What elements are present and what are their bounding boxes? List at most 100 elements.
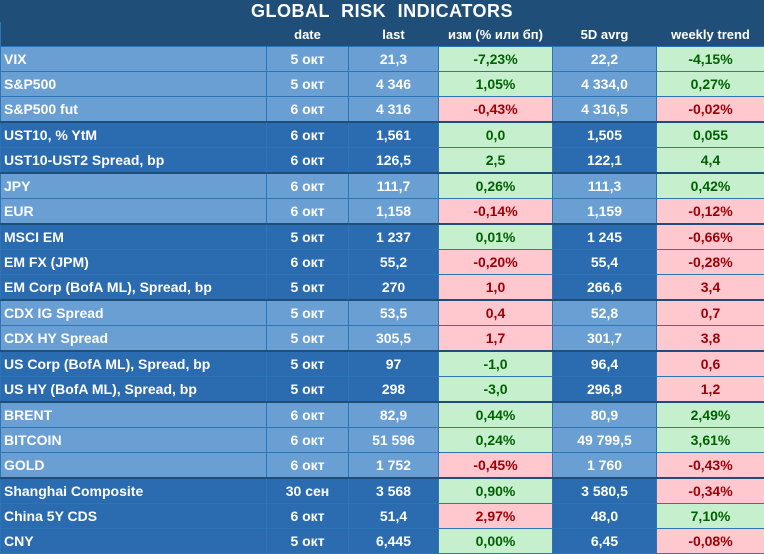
date-cell: 30 сен xyxy=(267,478,349,504)
date-cell: 6 окт xyxy=(267,97,349,123)
last-value: 6,445 xyxy=(349,529,439,554)
header-last: last xyxy=(349,22,439,47)
date-cell: 6 окт xyxy=(267,122,349,148)
date-cell: 6 окт xyxy=(267,428,349,453)
5d-average-value: 1,505 xyxy=(553,122,657,148)
weekly-trend-value: -0,28% xyxy=(657,250,764,275)
date-cell: 5 окт xyxy=(267,72,349,97)
5d-average-value: 1 760 xyxy=(553,453,657,479)
indicator-name: EM FX (JPM) xyxy=(1,250,267,275)
change-value: -0,43% xyxy=(439,97,553,123)
weekly-trend-value: 4,4 xyxy=(657,148,764,174)
change-value: 1,7 xyxy=(439,326,553,352)
indicator-name: UST10-UST2 Spread, bp xyxy=(1,148,267,174)
weekly-trend-value: 0,27% xyxy=(657,72,764,97)
indicator-name: CDX HY Spread xyxy=(1,326,267,352)
5d-average-value: 80,9 xyxy=(553,402,657,428)
weekly-trend-value: 1,2 xyxy=(657,377,764,403)
change-value: 0,4 xyxy=(439,300,553,326)
indicator-name: US Corp (BofA ML), Spread, bp xyxy=(1,351,267,377)
last-value: 111,7 xyxy=(349,173,439,199)
date-cell: 6 окт xyxy=(267,402,349,428)
date-cell: 6 окт xyxy=(267,199,349,225)
5d-average-value: 96,4 xyxy=(553,351,657,377)
indicator-name: Shanghai Composite xyxy=(1,478,267,504)
weekly-trend-value: -0,43% xyxy=(657,453,764,479)
indicator-name: EM Corp (BofA ML), Spread, bp xyxy=(1,275,267,301)
weekly-trend-value: 3,8 xyxy=(657,326,764,352)
change-value: -0,14% xyxy=(439,199,553,225)
5d-average-value: 55,4 xyxy=(553,250,657,275)
last-value: 4 346 xyxy=(349,72,439,97)
indicator-name: UST10, % YtM xyxy=(1,122,267,148)
5d-average-value: 52,8 xyxy=(553,300,657,326)
weekly-trend-value: 3,61% xyxy=(657,428,764,453)
risk-indicators-table: date last изм (% или бп) 5D avrg weekly … xyxy=(0,22,764,554)
weekly-trend-value: 0,42% xyxy=(657,173,764,199)
weekly-trend-value: -0,66% xyxy=(657,224,764,250)
indicator-name: MSCI EM xyxy=(1,224,267,250)
last-value: 126,5 xyxy=(349,148,439,174)
indicator-name: VIX xyxy=(1,47,267,72)
indicator-name: EUR xyxy=(1,199,267,225)
header-name xyxy=(1,22,267,47)
5d-average-value: 1 245 xyxy=(553,224,657,250)
indicator-name: S&P500 fut xyxy=(1,97,267,123)
change-value: 0,44% xyxy=(439,402,553,428)
change-value: 0,90% xyxy=(439,478,553,504)
indicator-name: CDX IG Spread xyxy=(1,300,267,326)
weekly-trend-value: 2,49% xyxy=(657,402,764,428)
5d-average-value: 122,1 xyxy=(553,148,657,174)
last-value: 1,561 xyxy=(349,122,439,148)
indicator-name: JPY xyxy=(1,173,267,199)
indicator-name: S&P500 xyxy=(1,72,267,97)
weekly-trend-value: -0,02% xyxy=(657,97,764,123)
change-value: 0,00% xyxy=(439,529,553,554)
last-value: 97 xyxy=(349,351,439,377)
change-value: 1,0 xyxy=(439,275,553,301)
5d-average-value: 6,45 xyxy=(553,529,657,554)
date-cell: 5 окт xyxy=(267,377,349,403)
5d-average-value: 3 580,5 xyxy=(553,478,657,504)
last-value: 51,4 xyxy=(349,504,439,529)
weekly-trend-value: -0,34% xyxy=(657,478,764,504)
last-value: 4 316 xyxy=(349,97,439,123)
last-value: 1,158 xyxy=(349,199,439,225)
header-change: изм (% или бп) xyxy=(439,22,553,47)
change-value: 0,26% xyxy=(439,173,553,199)
header-weekly-trend: weekly trend xyxy=(657,22,764,47)
5d-average-value: 1,159 xyxy=(553,199,657,225)
weekly-trend-value: 0,6 xyxy=(657,351,764,377)
header-row: date last изм (% или бп) 5D avrg weekly … xyxy=(1,22,764,47)
indicator-name: BITCOIN xyxy=(1,428,267,453)
last-value: 298 xyxy=(349,377,439,403)
weekly-trend-value: 0,055 xyxy=(657,122,764,148)
date-cell: 5 окт xyxy=(267,224,349,250)
date-cell: 6 окт xyxy=(267,453,349,479)
last-value: 53,5 xyxy=(349,300,439,326)
change-value: -7,23% xyxy=(439,47,553,72)
date-cell: 5 окт xyxy=(267,326,349,352)
last-value: 82,9 xyxy=(349,402,439,428)
date-cell: 6 окт xyxy=(267,173,349,199)
last-value: 305,5 xyxy=(349,326,439,352)
last-value: 51 596 xyxy=(349,428,439,453)
change-value: 0,24% xyxy=(439,428,553,453)
5d-average-value: 301,7 xyxy=(553,326,657,352)
page-title: GLOBAL RISK INDICATORS xyxy=(0,0,764,22)
weekly-trend-value: 7,10% xyxy=(657,504,764,529)
change-value: -0,45% xyxy=(439,453,553,479)
